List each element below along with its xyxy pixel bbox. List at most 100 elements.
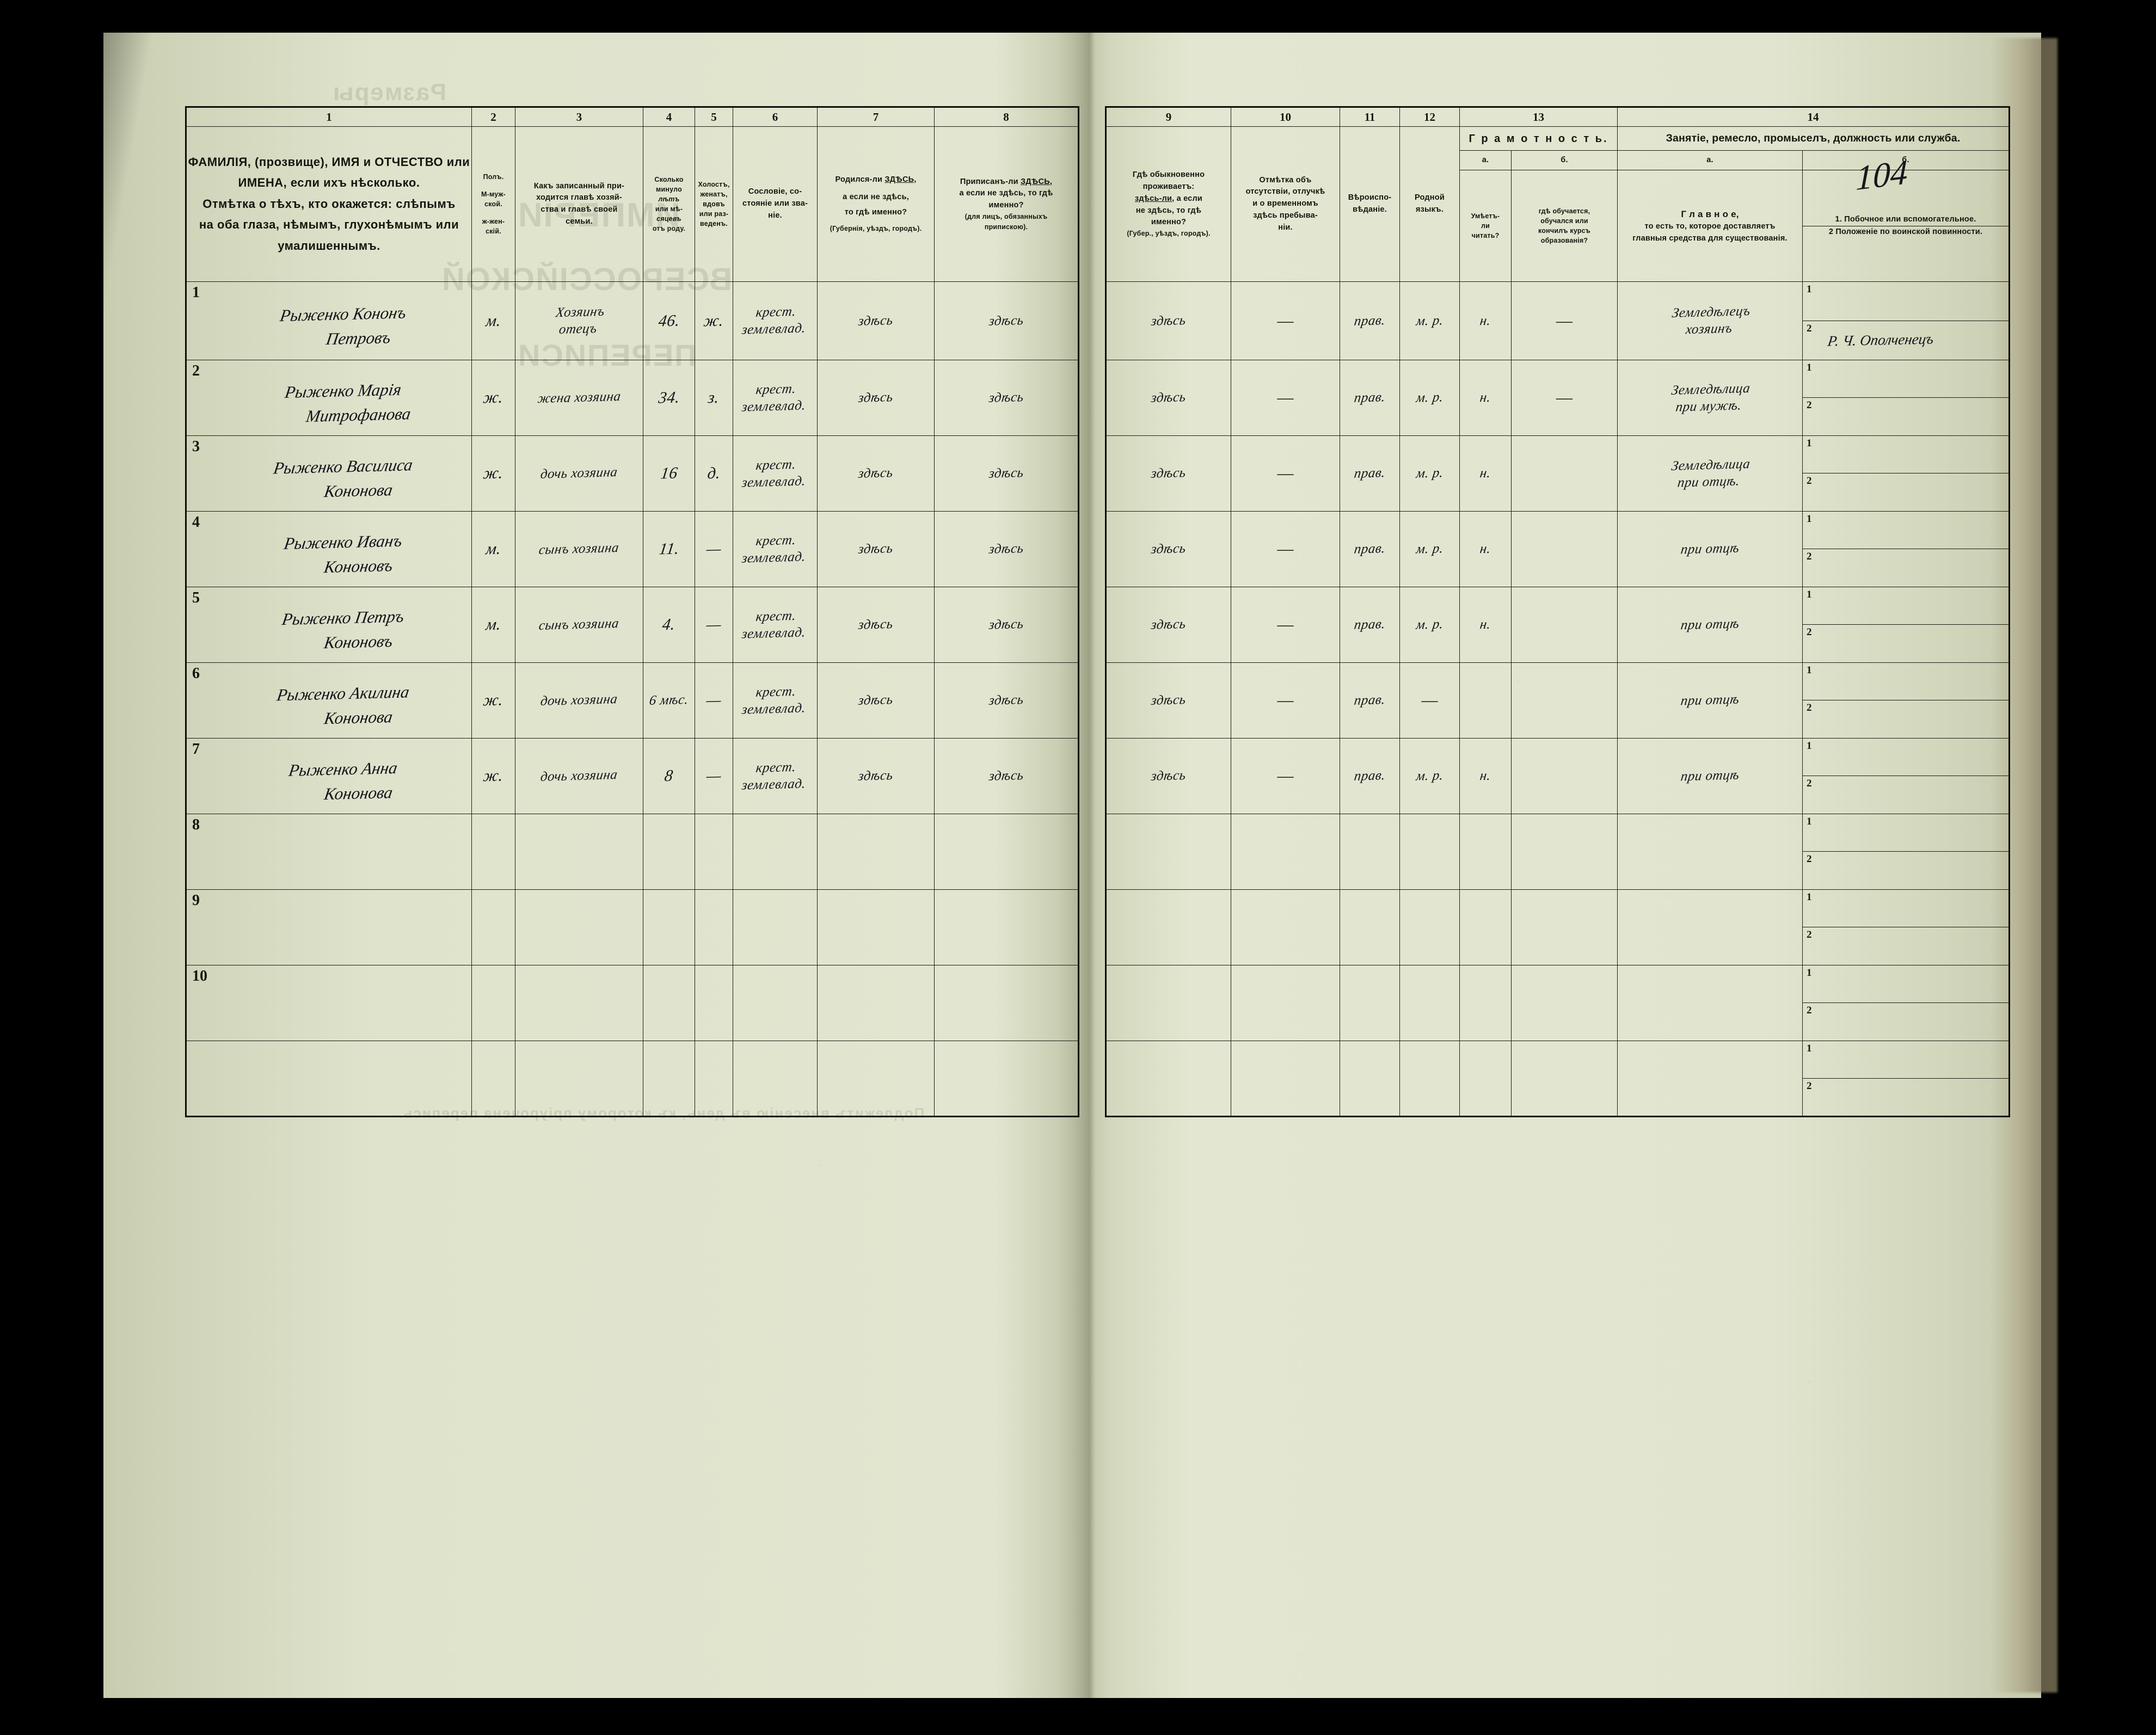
cell-sex[interactable] [471, 1041, 515, 1117]
cell-registration[interactable]: здѣсь [934, 435, 1079, 512]
cell-residence[interactable]: здѣсь [1105, 662, 1231, 739]
cell-marital[interactable]: д. [695, 435, 733, 512]
cell-occupation-secondary[interactable]: 1 [1803, 890, 2008, 927]
cell-religion[interactable]: прав. [1340, 662, 1400, 739]
table-row[interactable]: здѣсь — прав. м. р. н. при отцѣ 1 2 [1105, 511, 2010, 587]
table-row[interactable]: 8 [186, 814, 1079, 890]
cell-residence[interactable] [1105, 965, 1231, 1041]
cell-registration[interactable] [934, 1041, 1079, 1117]
cell-occupation-secondary[interactable]: 1 [1803, 814, 2008, 852]
cell-religion[interactable]: прав. [1340, 511, 1400, 587]
cell-military-status[interactable]: 2 [1803, 398, 2008, 435]
cell-marital[interactable]: — [695, 738, 733, 814]
cell-occupation-main[interactable]: при отцѣ [1617, 511, 1803, 587]
cell-religion[interactable]: прав. [1340, 360, 1400, 436]
cell-occupation-main[interactable]: Земледѣлецъ хозяинъ [1617, 281, 1803, 360]
table-row[interactable] [186, 1041, 1079, 1117]
cell-language[interactable]: м. р. [1399, 511, 1460, 587]
cell-marital[interactable]: ж. [695, 281, 733, 360]
cell-occupation-main[interactable]: Земледѣлица при мужѣ. [1617, 360, 1803, 436]
cell-age[interactable]: 16 [643, 435, 695, 512]
cell-absence[interactable] [1231, 965, 1340, 1041]
cell-occupation-secondary[interactable]: 1 [1803, 360, 2008, 398]
cell-occupation-secondary[interactable]: 1 [1803, 282, 2008, 321]
cell-estate[interactable] [733, 965, 818, 1041]
cell-estate[interactable] [733, 814, 818, 890]
cell-sex[interactable]: м. [471, 587, 515, 663]
cell-military-status[interactable]: 2 Р. Ч. Ополченецъ [1803, 321, 2008, 360]
cell-residence[interactable]: здѣсь [1105, 738, 1231, 814]
cell-religion[interactable] [1340, 889, 1400, 965]
cell-occupation-main[interactable] [1617, 965, 1803, 1041]
cell-name[interactable]: 7 Рыженко Анна Кононова [186, 738, 472, 814]
cell-literacy-read[interactable] [1459, 662, 1512, 739]
cell-birthplace[interactable] [817, 814, 935, 890]
cell-relation[interactable] [515, 889, 643, 965]
cell-religion[interactable]: прав. [1340, 738, 1400, 814]
cell-name[interactable]: 8 [186, 814, 472, 890]
cell-military-status[interactable]: 2 [1803, 700, 2008, 738]
cell-relation[interactable]: дочь хозяина [515, 435, 643, 512]
cell-literacy-read[interactable]: н. [1459, 435, 1512, 512]
table-row[interactable]: 2 Рыженко Марія Митрофанова ж. жена хозяина 3… [186, 360, 1079, 436]
cell-language[interactable]: м. р. [1399, 738, 1460, 814]
table-row[interactable]: здѣсь — прав. — при отцѣ 1 2 [1105, 662, 2010, 739]
cell-birthplace[interactable] [817, 1041, 935, 1117]
cell-registration[interactable]: здѣсь [934, 662, 1079, 739]
cell-birthplace[interactable]: здѣсь [817, 738, 935, 814]
cell-age[interactable]: 34. [643, 360, 695, 436]
cell-religion[interactable] [1340, 814, 1400, 890]
cell-language[interactable] [1399, 889, 1460, 965]
cell-literacy-school[interactable]: — [1511, 360, 1618, 436]
table-row[interactable]: 3 Рыженко Василиса Кононова ж. дочь хозяина 1… [186, 435, 1079, 512]
cell-name[interactable]: 6 Рыженко Акилина Кононова [186, 662, 472, 739]
cell-residence[interactable]: здѣсь [1105, 281, 1231, 360]
cell-occupation-secondary[interactable]: 1 [1803, 587, 2008, 625]
cell-name[interactable]: 9 [186, 889, 472, 965]
cell-religion[interactable] [1340, 1041, 1400, 1117]
cell-age[interactable]: 6 мѣс. [643, 662, 695, 739]
table-row[interactable]: 5 Рыженко Петръ Кононовъ м. сынъ хозяина 4. — к… [186, 587, 1079, 663]
cell-estate[interactable]: крест. землевлад. [733, 435, 818, 512]
table-row[interactable]: 4 Рыженко Иванъ Кононовъ м. сынъ хозяина 11. —… [186, 511, 1079, 587]
cell-marital[interactable]: — [695, 662, 733, 739]
cell-sex[interactable]: ж. [471, 662, 515, 739]
cell-name[interactable] [186, 1041, 472, 1117]
cell-relation[interactable] [515, 1041, 643, 1117]
cell-sex[interactable]: м. [471, 281, 515, 360]
cell-residence[interactable] [1105, 814, 1231, 890]
cell-occupation-secondary[interactable]: 1 [1803, 512, 2008, 549]
cell-occupation-main[interactable] [1617, 889, 1803, 965]
table-row[interactable]: 9 [186, 889, 1079, 965]
cell-estate[interactable]: крест. землевлад. [733, 511, 818, 587]
cell-literacy-read[interactable] [1459, 965, 1512, 1041]
cell-occupation-main[interactable] [1617, 1041, 1803, 1117]
cell-absence[interactable]: — [1231, 738, 1340, 814]
cell-absence[interactable]: — [1231, 360, 1340, 436]
cell-birthplace[interactable]: здѣсь [817, 587, 935, 663]
cell-language[interactable] [1399, 1041, 1460, 1117]
cell-absence[interactable]: — [1231, 587, 1340, 663]
cell-military-status[interactable]: 2 [1803, 625, 2008, 662]
cell-literacy-school[interactable] [1511, 738, 1618, 814]
cell-language[interactable]: м. р. [1399, 587, 1460, 663]
cell-registration[interactable]: здѣсь [934, 587, 1079, 663]
table-row[interactable]: 1 Рыженко Кононъ Петровъ м. Хозяинъ отецъ 46. ж… [186, 281, 1079, 360]
cell-marital[interactable]: — [695, 587, 733, 663]
cell-residence[interactable]: здѣсь [1105, 587, 1231, 663]
cell-relation[interactable]: дочь хозяина [515, 738, 643, 814]
table-row[interactable]: 6 Рыженко Акилина Кононова ж. дочь хозяина 6 … [186, 662, 1079, 739]
cell-age[interactable]: 11. [643, 511, 695, 587]
cell-sex[interactable]: м. [471, 511, 515, 587]
cell-military-status[interactable]: 2 [1803, 549, 2008, 587]
cell-sex[interactable]: ж. [471, 435, 515, 512]
table-row[interactable]: здѣсь — прав. м. р. н. Земледѣлица при отцѣ. 1 2 [1105, 435, 2010, 512]
table-row[interactable]: здѣсь — прав. м. р. н. — Земледѣлецъ хозяинъ 1 2 Р… [1105, 281, 2010, 360]
